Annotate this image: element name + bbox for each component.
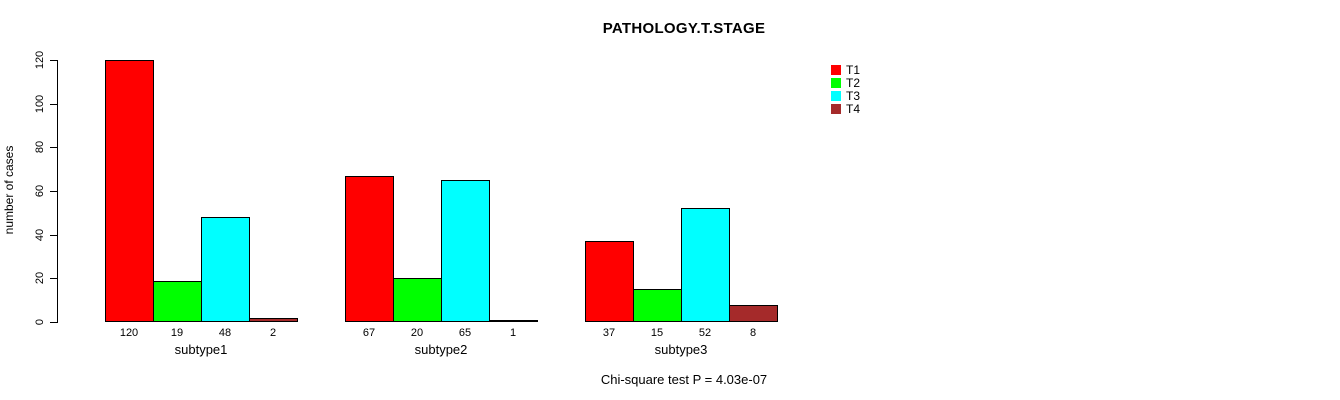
legend-swatch-t1 xyxy=(831,65,841,75)
legend-item-t2: T2 xyxy=(831,76,861,90)
category-label-subtype2: subtype2 xyxy=(414,342,468,357)
y-tick xyxy=(50,60,57,61)
chart-title: PATHOLOGY.T.STAGE xyxy=(602,20,766,37)
bar-t3-subtype3 xyxy=(681,208,730,322)
bar-value-label: 19 xyxy=(170,327,184,339)
bar-value-label: 120 xyxy=(119,327,139,339)
y-tick-label: 0 xyxy=(34,318,46,326)
bar-t1-subtype3 xyxy=(585,241,634,322)
y-axis-label: number of cases xyxy=(2,145,16,235)
y-tick xyxy=(50,147,57,148)
legend-item-t1: T1 xyxy=(831,63,861,77)
bar-value-label: 37 xyxy=(602,327,616,339)
y-tick xyxy=(50,104,57,105)
y-tick-label: 80 xyxy=(34,140,46,154)
y-tick xyxy=(50,191,57,192)
bar-t2-subtype2 xyxy=(393,278,442,322)
legend: T1 T2 T3 T4 xyxy=(831,63,861,116)
bar-value-label: 67 xyxy=(362,327,376,339)
bar-value-label: 8 xyxy=(749,327,757,339)
legend-label: T2 xyxy=(846,76,861,90)
legend-item-t3: T3 xyxy=(831,89,861,103)
bar-value-label: 52 xyxy=(698,327,712,339)
bar-value-label: 65 xyxy=(458,327,472,339)
y-tick xyxy=(50,322,57,323)
bar-t3-subtype2 xyxy=(441,180,490,322)
legend-swatch-t4 xyxy=(831,104,841,114)
bar-value-label: 15 xyxy=(650,327,664,339)
category-label-subtype1: subtype1 xyxy=(174,342,228,357)
y-tick-label: 60 xyxy=(34,184,46,198)
bar-t4-subtype3 xyxy=(729,305,778,322)
bar-t3-subtype1 xyxy=(201,217,250,322)
y-tick xyxy=(50,278,57,279)
legend-swatch-t3 xyxy=(831,91,841,101)
y-tick-label: 20 xyxy=(34,271,46,285)
y-axis-line xyxy=(57,60,58,323)
bar-t4-subtype2 xyxy=(489,320,538,322)
legend-label: T3 xyxy=(846,89,861,103)
legend-label: T1 xyxy=(846,63,861,77)
bar-t2-subtype1 xyxy=(153,281,202,322)
y-tick-label: 120 xyxy=(34,50,46,70)
bar-value-label: 20 xyxy=(410,327,424,339)
legend-item-t4: T4 xyxy=(831,102,861,116)
y-tick-label: 100 xyxy=(34,94,46,114)
bar-value-label: 48 xyxy=(218,327,232,339)
bar-value-label: 2 xyxy=(269,327,277,339)
legend-label: T4 xyxy=(846,102,861,116)
y-tick xyxy=(50,235,57,236)
y-tick-label: 40 xyxy=(34,228,46,242)
bar-value-label: 1 xyxy=(509,327,517,339)
legend-swatch-t2 xyxy=(831,78,841,88)
bar-t4-subtype1 xyxy=(249,318,298,322)
category-label-subtype3: subtype3 xyxy=(654,342,708,357)
bar-t1-subtype2 xyxy=(345,176,394,322)
bar-t2-subtype3 xyxy=(633,289,682,322)
bar-t1-subtype1 xyxy=(105,60,154,322)
annotation-text: Chi-square test P = 4.03e-07 xyxy=(600,372,768,387)
